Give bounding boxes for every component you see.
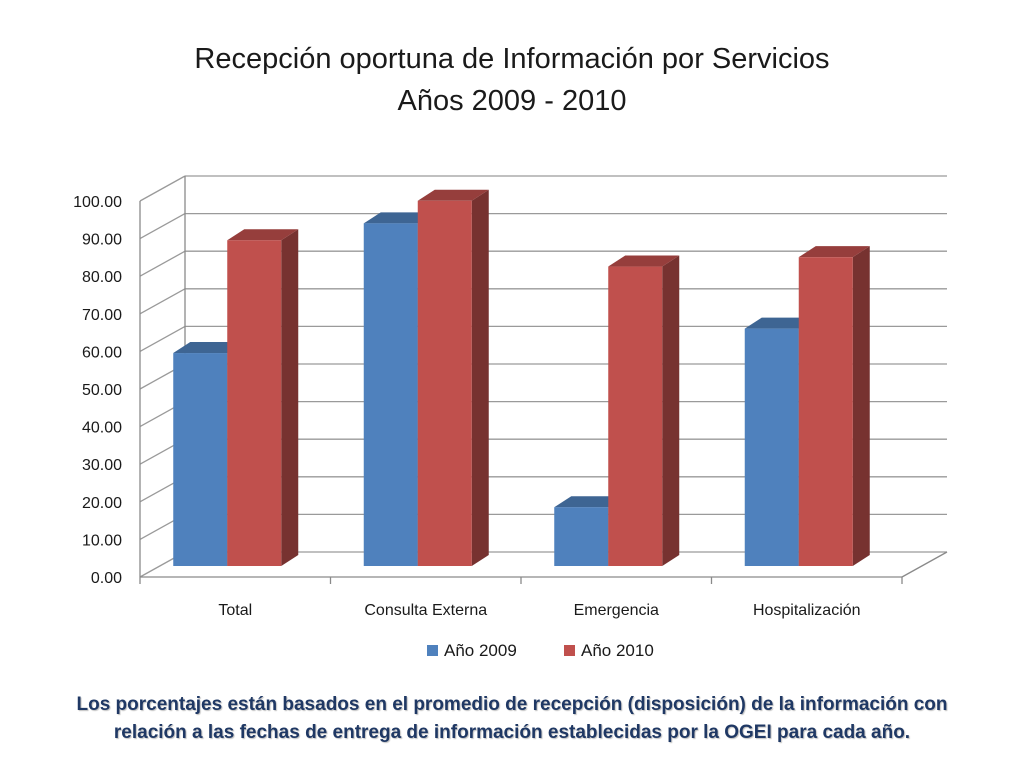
bar-front: [227, 240, 282, 567]
bar-top: [173, 342, 245, 354]
legend-item: Año 2010: [564, 641, 654, 660]
legend-swatch: [427, 645, 438, 656]
legend-item: Año 2009: [427, 641, 517, 660]
gridline-depth: [139, 250, 186, 277]
legend-swatch: [564, 645, 575, 656]
y-tick-label: 100.00: [73, 194, 122, 211]
bar-top: [744, 317, 816, 329]
bar-front: [417, 200, 472, 566]
axis-labels: 0.00 10.00 20.00 30.00 40.00 50.00 60.00 70.00 8…: [73, 194, 860, 619]
y-tick-label: 40.00: [82, 420, 122, 437]
bar-top: [417, 189, 489, 201]
bar-side: [471, 189, 489, 566]
bar-front: [744, 328, 799, 566]
x-tick-label: Hospitalización: [753, 602, 861, 619]
x-tick-label: Emergencia: [574, 602, 659, 619]
bar-top: [608, 255, 680, 267]
bar-side: [662, 255, 680, 566]
floor-edge: [901, 551, 948, 578]
y-tick-label: 80.00: [82, 269, 122, 286]
bars: [173, 189, 870, 567]
chart: 0.00 10.00 20.00 30.00 40.00 50.00 60.00 70.00 8…: [73, 175, 948, 660]
x-tick-label: Total: [218, 602, 252, 619]
bar-top: [227, 229, 299, 241]
y-tick-label: 30.00: [82, 457, 122, 474]
bar: [227, 229, 299, 567]
bar-front: [173, 353, 228, 566]
gridline-depth: [139, 325, 186, 352]
y-tick-label: 0.00: [91, 570, 122, 587]
bar-side: [281, 229, 299, 567]
bar-top: [363, 212, 435, 224]
y-tick-label: 90.00: [82, 232, 122, 249]
chart-title-line2: Años 2009 - 2010: [397, 85, 627, 117]
y-tick-label: 60.00: [82, 344, 122, 361]
gridline-depth: [139, 288, 186, 315]
bar: [608, 255, 680, 566]
bar-top: [554, 496, 626, 508]
bar-front: [363, 223, 418, 566]
chart-title: Recepción oportuna de Información por Se…: [0, 38, 1024, 122]
gridline-depth: [139, 175, 186, 202]
chart-title-line1: Recepción oportuna de Información por Se…: [194, 43, 830, 75]
legend: Año 2009 Año 2010: [427, 641, 654, 660]
bar-side: [852, 246, 870, 566]
bar: [417, 189, 489, 566]
legend-label: Año 2009: [444, 641, 517, 660]
bar-front: [554, 507, 609, 566]
bar: [798, 246, 870, 566]
x-tick-label: Consulta Externa: [364, 602, 487, 619]
y-tick-label: 50.00: [82, 382, 122, 399]
gridline-depth: [139, 213, 186, 240]
y-tick-label: 20.00: [82, 495, 122, 512]
y-tick-label: 70.00: [82, 307, 122, 324]
bar-front: [798, 257, 853, 566]
bar-front: [608, 266, 663, 566]
y-tick-label: 10.00: [82, 532, 122, 549]
footnote-caption: Los porcentajes están basados en el prom…: [76, 694, 948, 743]
bar-top: [798, 246, 870, 258]
legend-label: Año 2010: [581, 641, 654, 660]
